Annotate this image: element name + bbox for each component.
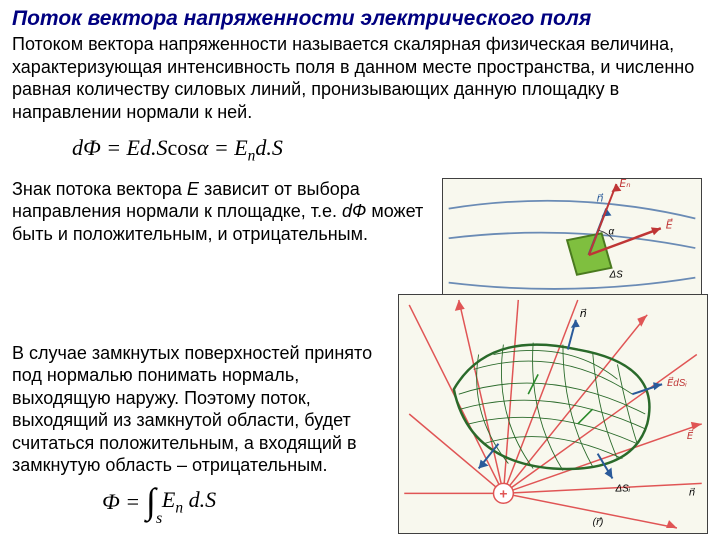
page-title: Поток вектора напряженности электрическо… [12, 6, 708, 31]
diagram-closed-surface: + n⃗ E⃗dSᵢ ΔSᵢ n⃗ (r⃗) E⃗ [398, 294, 708, 534]
svg-text:+: + [499, 485, 507, 501]
svg-text:n⃗: n⃗ [689, 487, 695, 498]
svg-text:ΔS: ΔS [608, 269, 623, 280]
svg-text:α: α [609, 226, 615, 237]
svg-text:E⃗ₙ: E⃗ₙ [619, 178, 630, 190]
svg-text:E⃗dSᵢ: E⃗dSᵢ [667, 376, 687, 389]
svg-text:(r⃗): (r⃗) [593, 517, 604, 528]
intro-paragraph: Потоком вектора напряженности называется… [12, 33, 708, 123]
formula-dphi: dФ = Ed.Scosα = End.S [72, 135, 708, 165]
svg-text:n⃗: n⃗ [580, 308, 587, 320]
paragraph-sign: Знак потока вектора E зависит от выбора … [12, 178, 432, 246]
svg-text:E⃗: E⃗ [687, 429, 694, 442]
svg-text:n⃗: n⃗ [597, 192, 604, 204]
paragraph-closed-surface: В случае замкнутых поверхностей принято … [12, 342, 392, 477]
svg-text:E⃗: E⃗ [666, 217, 673, 231]
svg-text:ΔSᵢ: ΔSᵢ [614, 483, 630, 494]
